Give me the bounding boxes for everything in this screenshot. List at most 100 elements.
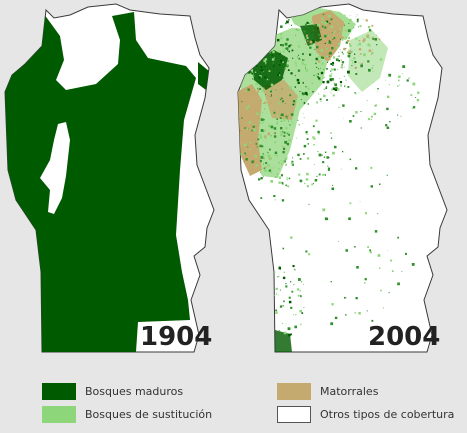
land-cover-speck [326, 80, 330, 84]
land-cover-speck [323, 66, 325, 67]
legend-label-other-cover: Otros tipos de cobertura [320, 408, 455, 421]
land-cover-speck [273, 127, 277, 130]
land-cover-speck [328, 15, 331, 18]
land-cover-speck [411, 263, 415, 266]
land-cover-speck [371, 24, 374, 27]
land-cover-speck [309, 53, 312, 56]
land-cover-speck [285, 47, 289, 50]
land-cover-speck [298, 278, 301, 281]
land-cover-speck [261, 71, 263, 73]
land-cover-speck [307, 143, 309, 145]
land-cover-speck [287, 185, 290, 188]
land-cover-speck [274, 154, 276, 156]
land-cover-speck [318, 41, 320, 42]
land-cover-speck [377, 254, 381, 257]
land-cover-speck [249, 148, 251, 150]
land-cover-speck [256, 112, 259, 115]
land-cover-speck [316, 45, 319, 49]
land-cover-speck [274, 199, 276, 201]
land-cover-speck [317, 56, 319, 59]
land-cover-speck [375, 104, 378, 107]
land-cover-speck [352, 62, 354, 64]
land-cover-speck [327, 61, 328, 63]
land-cover-speck [334, 38, 335, 40]
land-cover-speck [307, 134, 309, 135]
land-cover-speck [285, 127, 288, 130]
land-cover-speck [273, 64, 276, 68]
land-cover-speck [331, 63, 333, 65]
land-cover-speck [292, 57, 294, 59]
land-cover-speck [288, 296, 291, 299]
land-cover-speck [345, 79, 347, 81]
land-cover-speck [282, 118, 286, 122]
land-cover-speck [325, 86, 328, 88]
land-cover-speck [324, 151, 327, 153]
land-cover-speck [347, 86, 350, 88]
land-cover-speck [331, 78, 334, 81]
land-cover-speck [261, 41, 264, 43]
land-cover-speck [321, 154, 323, 156]
legend-swatch-other-cover [277, 406, 311, 423]
land-cover-speck [304, 38, 306, 40]
land-cover-speck [323, 156, 325, 158]
land-cover-speck [262, 153, 264, 155]
land-cover-speck [264, 108, 266, 110]
land-cover-speck [249, 127, 253, 130]
land-cover-speck [349, 44, 352, 47]
land-cover-speck [323, 88, 325, 90]
land-cover-speck [263, 103, 264, 104]
land-cover-speck [371, 51, 374, 54]
land-cover-speck [280, 133, 283, 137]
land-cover-speck [294, 62, 297, 65]
land-cover-speck [298, 124, 300, 126]
land-cover-speck [334, 316, 338, 320]
land-cover-speck [355, 73, 358, 75]
land-cover-speck [339, 49, 341, 51]
land-cover-speck [269, 292, 273, 296]
land-cover-speck [235, 129, 236, 130]
land-cover-speck [299, 309, 302, 313]
land-cover-speck [305, 39, 307, 41]
land-cover-speck [268, 44, 270, 46]
land-cover-speck [297, 119, 299, 121]
land-cover-speck [307, 103, 309, 105]
land-cover-speck [327, 29, 330, 32]
land-cover-speck [376, 91, 378, 93]
land-cover-speck [367, 60, 370, 63]
land-cover-speck [279, 33, 283, 36]
land-cover-speck [286, 20, 289, 24]
land-cover-speck [324, 42, 326, 44]
land-cover-speck [311, 32, 313, 34]
land-cover-speck [255, 164, 258, 167]
land-cover-speck [282, 305, 284, 307]
land-cover-speck [305, 131, 308, 134]
land-cover-speck [371, 49, 373, 50]
land-cover-speck [369, 251, 372, 254]
land-cover-speck [352, 115, 355, 117]
land-cover-speck [306, 36, 309, 39]
land-cover-speck [283, 147, 286, 150]
land-cover-speck [245, 90, 247, 92]
land-cover-speck [340, 38, 342, 40]
land-cover-speck [288, 19, 290, 21]
land-cover-speck [359, 63, 361, 64]
land-cover-speck [273, 195, 276, 198]
land-cover-speck [387, 250, 388, 251]
land-cover-speck [320, 56, 324, 59]
land-cover-speck [365, 19, 368, 22]
land-cover-speck [338, 43, 341, 46]
land-cover-speck [341, 51, 343, 53]
land-cover-speck [302, 93, 305, 96]
land-cover-speck [318, 33, 321, 36]
land-cover-speck [297, 81, 300, 84]
land-cover-speck [278, 102, 281, 105]
land-cover-speck [333, 82, 335, 84]
land-cover-speck [282, 160, 285, 163]
land-cover-speck [367, 26, 371, 29]
land-cover-speck [332, 184, 334, 186]
land-cover-speck [303, 144, 307, 148]
land-cover-speck [323, 38, 326, 40]
land-cover-speck [411, 107, 413, 109]
land-cover-speck [250, 65, 253, 68]
land-cover-speck [308, 253, 311, 256]
